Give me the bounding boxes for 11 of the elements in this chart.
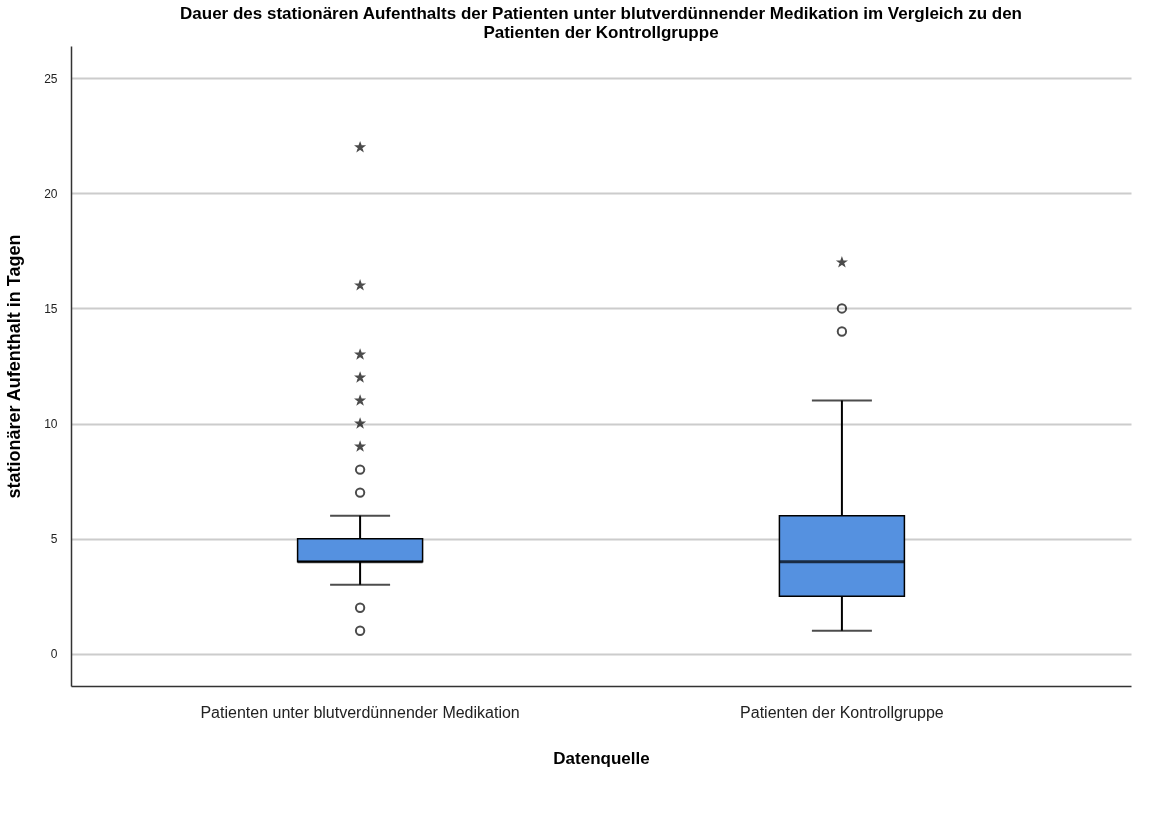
- x-axis-title: Datenquelle: [553, 748, 650, 768]
- y-tick-label: 0: [50, 647, 58, 662]
- y-tick-label: 10: [44, 417, 58, 432]
- x-tick-label: Patienten unter blutverdünnender Medikation: [200, 703, 520, 721]
- y-tick-label: 15: [44, 301, 58, 316]
- y-tick-label: 5: [50, 532, 58, 547]
- y-tick-label: 25: [44, 71, 58, 86]
- chart-title: Dauer des stationären Aufenthalts der Patienten unter blutverdünnender Medikation im Vergleich zu den Patienten der Kontrollgruppe: [180, 4, 1022, 42]
- x-tick-label: Patienten der Kontrollgruppe: [740, 703, 944, 721]
- y-tick-label: 20: [44, 186, 58, 201]
- y-axis-title: stationärer Aufenthalt in Tagen: [4, 234, 25, 499]
